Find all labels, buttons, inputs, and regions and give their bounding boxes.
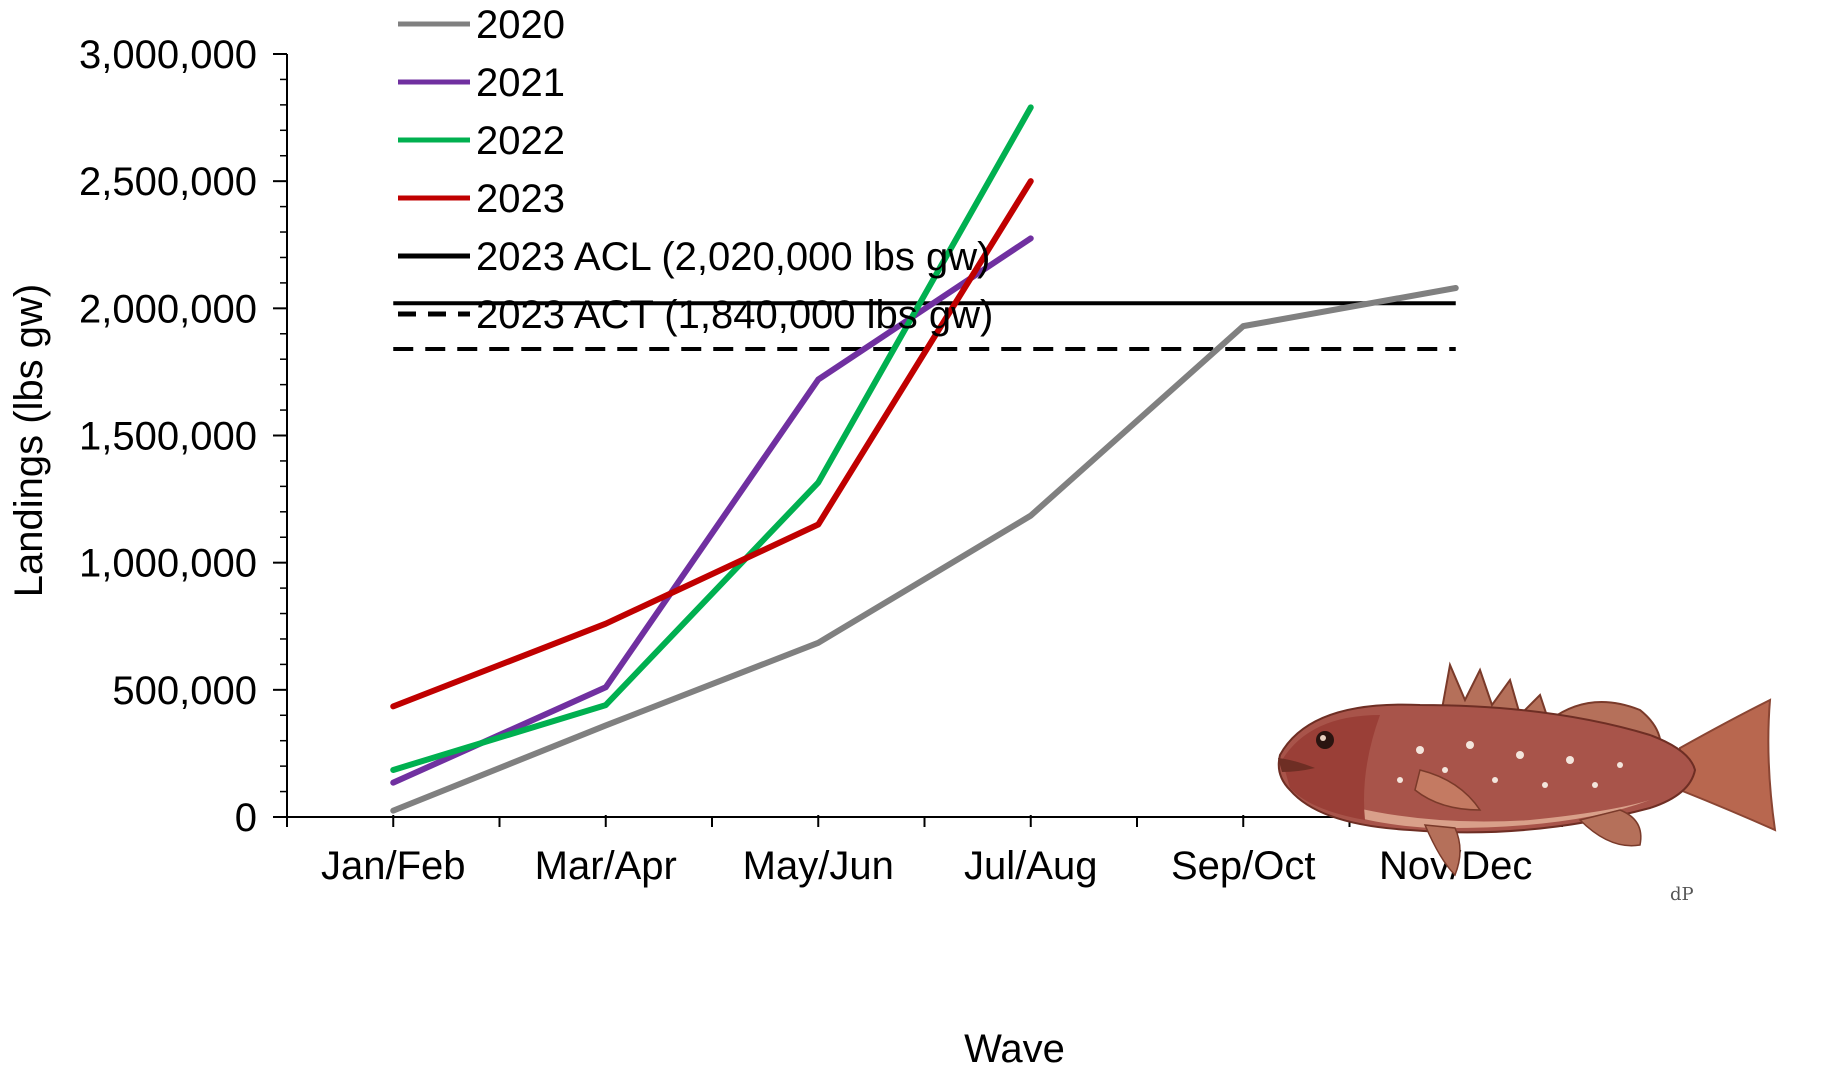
chart-axes: 0 500,000 1,000,000 1,500,000 2,000,000 2,500… (7, 33, 1563, 1071)
legend-label: 2023 (476, 177, 565, 221)
x-tick-label: May/Jun (743, 844, 894, 888)
y-axis-title: Landings (lbs gw) (7, 284, 51, 598)
legend-label: 2020 (476, 3, 565, 47)
x-tick-label: Sep/Oct (1171, 844, 1316, 888)
svg-text:dP: dP (1670, 884, 1694, 905)
y-tick-label: 1,000,000 (79, 542, 257, 586)
x-tick-label: Mar/Apr (535, 844, 677, 888)
series-line-2022 (390, 104, 1034, 773)
series-line-2020 (390, 284, 1459, 814)
x-tick-label: Jan/Feb (321, 844, 466, 888)
legend-label: 2022 (476, 119, 565, 163)
x-tick-label: Jul/Aug (964, 844, 1097, 888)
legend-label: 2023 ACT (1,840,000 lbs gw) (476, 293, 993, 337)
legend-label: 2023 ACL (2,020,000 lbs gw) (476, 235, 990, 279)
legend: 2020 2021 2022 2023 2023 ACL (2,020,000 lbs … (398, 3, 993, 337)
legend-label: 2021 (476, 61, 565, 105)
y-tick-label: 2,000,000 (79, 287, 257, 331)
y-tick-label: 3,000,000 (79, 33, 257, 77)
y-tick-label: 2,500,000 (79, 160, 257, 204)
series-lines (390, 104, 1459, 814)
series-line-2023 (390, 178, 1034, 710)
grouper-fish-icon: dP (1277, 661, 1777, 905)
y-tick-label: 500,000 (112, 669, 257, 713)
y-tick-label: 0 (235, 796, 257, 840)
y-tick-label: 1,500,000 (79, 415, 257, 459)
x-axis-title: Wave (964, 1027, 1065, 1071)
